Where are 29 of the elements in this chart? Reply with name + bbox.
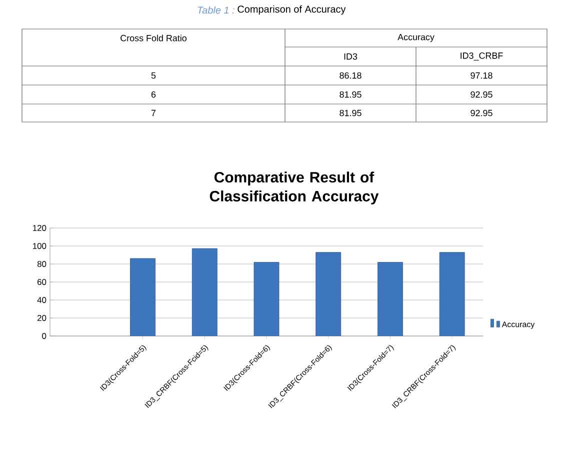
y-tick-label: 80: [37, 261, 46, 267]
text: ID3_CRBF: [460, 52, 503, 61]
text: 7: [151, 110, 156, 116]
bar: [378, 262, 403, 336]
text: Comparison of Accuracy: [238, 5, 346, 15]
y-tick-label: 100: [32, 243, 46, 249]
text: 92.95: [470, 110, 492, 116]
text: 6: [151, 91, 156, 98]
bar: [439, 252, 465, 336]
text: Accuracy: [398, 34, 434, 42]
text: 81.95: [340, 91, 362, 98]
bar: [316, 252, 342, 336]
y-tick-label: 60: [38, 279, 46, 285]
bar: [130, 258, 156, 336]
bar: [254, 262, 280, 336]
text: 5: [151, 72, 156, 79]
text: 86.18: [340, 72, 362, 79]
text: 97.18: [470, 72, 492, 79]
bar: [192, 248, 218, 336]
text: ID3: [344, 53, 358, 60]
text: Cross Fold Ratio: [120, 34, 186, 42]
caption: Table 1 :: [198, 6, 234, 14]
y-tick-label: 20: [37, 315, 46, 321]
text: 92.95: [470, 91, 492, 98]
chart-title: Comparative Result of Classification Accuracy: [210, 172, 379, 204]
y-tick-label: 0: [42, 333, 46, 339]
y-tick-label: 120: [32, 225, 46, 231]
text: 81.95: [340, 110, 362, 116]
y-tick-label: 40: [37, 297, 46, 303]
